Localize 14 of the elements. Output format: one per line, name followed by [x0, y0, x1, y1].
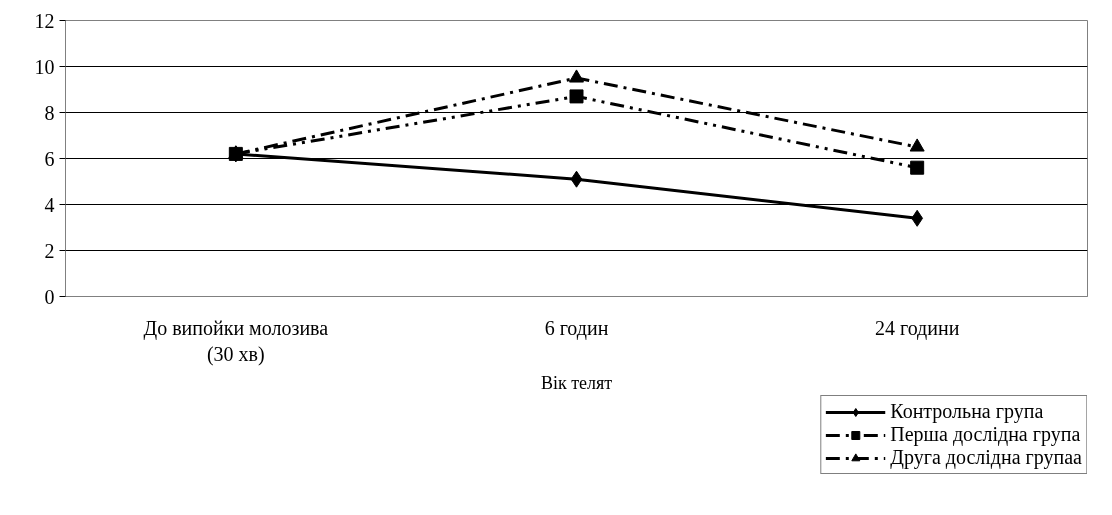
x-tick-label: 6 годин	[544, 316, 609, 340]
y-tick-label: 6	[44, 147, 55, 170]
x-tick-label: 24 години	[874, 316, 960, 340]
legend-label: Перша дослідна група	[890, 423, 1081, 446]
y-tick-label: 4	[44, 193, 55, 216]
x-axis-title: Вік телят	[540, 372, 613, 393]
legend-label: Контрольна група	[890, 400, 1044, 423]
y-tick-label: 2	[44, 239, 55, 262]
x-tick-label: До випойки молозива (30 хв)	[143, 316, 329, 366]
y-tick-label: 12	[34, 9, 55, 32]
y-tick-label: 10	[34, 55, 55, 78]
y-tick-label: 8	[44, 101, 55, 124]
legend-label: Друга дослідна групаа	[890, 446, 1082, 469]
y-tick-label: 0	[44, 285, 55, 308]
